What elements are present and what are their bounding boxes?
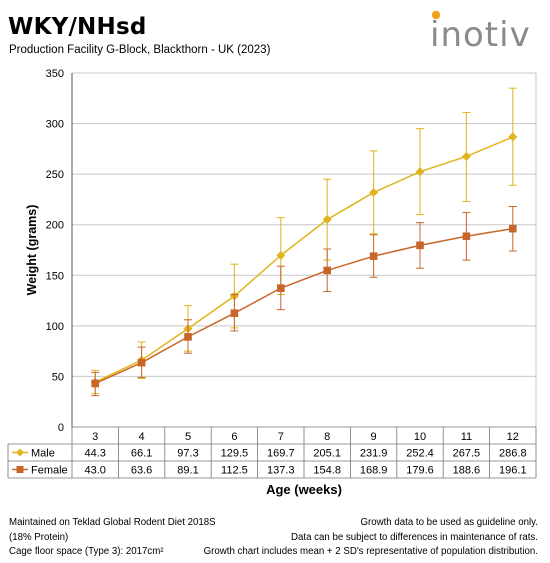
x-tick-label: 7 xyxy=(278,431,284,443)
x-tick-label: 3 xyxy=(92,431,98,443)
y-tick-label: 350 xyxy=(46,68,64,80)
table-value-male: 97.3 xyxy=(177,448,198,460)
y-tick-label: 300 xyxy=(46,119,64,131)
footer-maintenance: Data can be subject to differences in ma… xyxy=(291,531,538,543)
y-tick-label: 200 xyxy=(46,220,64,232)
chart-subtitle: Production Facility G-Block, Blackthorn … xyxy=(9,44,271,56)
x-tick-label: 8 xyxy=(324,431,330,443)
chart-title: WKY/NHsd xyxy=(8,14,147,40)
table-value-female: 137.3 xyxy=(267,465,295,477)
table-value-male: 205.1 xyxy=(313,448,341,460)
data-point-female xyxy=(230,309,239,318)
table-value-female: 43.0 xyxy=(84,465,105,477)
table-value-male: 169.7 xyxy=(267,448,295,460)
data-point-female xyxy=(184,333,192,341)
data-point-male xyxy=(508,132,518,142)
x-tick-label: 6 xyxy=(231,431,237,443)
footer-notes-left: Maintained on Teklad Global Rodent Diet … xyxy=(9,516,216,560)
series-line-female xyxy=(94,227,513,385)
x-tick-label: 11 xyxy=(461,431,472,443)
legend-marker-female xyxy=(16,466,24,473)
legend-marker-male xyxy=(16,448,24,457)
x-tick-label: 12 xyxy=(507,431,519,443)
table-value-male: 267.5 xyxy=(453,448,481,460)
data-point-female xyxy=(323,266,331,275)
inotiv-logo: inotiv xyxy=(430,10,531,52)
y-axis-label: Weight (grams) xyxy=(25,205,39,296)
data-point-female xyxy=(509,224,517,233)
table-value-female: 154.8 xyxy=(313,465,341,477)
x-tick-label: 10 xyxy=(414,431,426,443)
data-point-female xyxy=(369,252,378,260)
data-point-male xyxy=(276,250,286,260)
data-point-female xyxy=(416,241,424,250)
data-point-female xyxy=(277,284,285,292)
y-tick-label: 250 xyxy=(46,169,64,181)
table-value-female: 188.6 xyxy=(453,465,481,477)
table-value-female: 89.1 xyxy=(177,465,198,477)
logo-dot-icon xyxy=(431,10,441,20)
table-value-female: 179.6 xyxy=(406,465,434,477)
growth-chart: Weight (grams) Age (weeks) 0 50 100 150 200 2… xyxy=(7,68,537,497)
table-value-male: 44.3 xyxy=(84,448,105,460)
y-tick-label: 150 xyxy=(46,270,64,282)
table-value-male: 252.4 xyxy=(406,448,434,460)
table-value-male: 66.1 xyxy=(131,448,152,460)
legend-label-female: Female xyxy=(31,465,68,477)
footer-cage-space: Cage floor space (Type 3): 2017cm² xyxy=(9,546,164,557)
footer-protein: (18% Protein) xyxy=(9,531,69,543)
table-value-male: 231.9 xyxy=(360,448,388,460)
data-point-male xyxy=(322,215,332,225)
footer-diet: Maintained on Teklad Global Rodent Diet … xyxy=(9,517,216,528)
series-line-male xyxy=(94,136,514,383)
legend-label-male: Male xyxy=(31,448,55,460)
footer-sd-note: Growth chart includes mean + 2 SD's repr… xyxy=(203,546,538,557)
y-tick-label: 0 xyxy=(58,422,64,434)
table-value-female: 196.1 xyxy=(499,465,527,477)
y-tick-label: 100 xyxy=(46,321,64,333)
footer-notes-right: Growth data to be used as guideline only… xyxy=(204,516,538,560)
x-tick-label: 5 xyxy=(185,431,191,443)
x-tick-label: 9 xyxy=(371,431,377,443)
x-axis-label: Age (weeks) xyxy=(266,482,342,497)
footer-guideline: Growth data to be used as guideline only… xyxy=(360,517,538,528)
data-point-female xyxy=(137,358,146,367)
x-tick-label: 4 xyxy=(139,431,145,443)
table-value-female: 168.9 xyxy=(360,465,388,477)
table-value-male: 286.8 xyxy=(499,448,527,460)
data-point-male xyxy=(415,167,425,177)
table-value-female: 112.5 xyxy=(221,465,248,477)
y-tick-label: 50 xyxy=(52,371,64,383)
data-point-female xyxy=(462,232,471,241)
data-point-male xyxy=(369,187,379,197)
data-point-male xyxy=(461,151,471,161)
logo-wordmark: inotiv xyxy=(430,15,531,52)
table-value-female: 63.6 xyxy=(131,465,152,477)
table-value-male: 129.5 xyxy=(221,448,249,460)
logo-dot-mask xyxy=(430,23,437,26)
data-point-female xyxy=(91,379,99,388)
